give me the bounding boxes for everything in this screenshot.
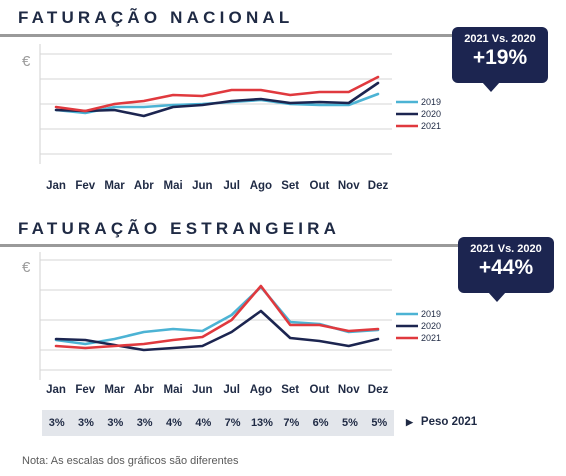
legend-label-2019: 2019: [421, 97, 441, 107]
x-tick-label: Jul: [223, 180, 240, 192]
series-line-2019: [54, 285, 380, 346]
legend-label-2020: 2020: [421, 109, 441, 119]
x-tick-label: Dez: [368, 180, 389, 192]
x-tick-label: Mar: [104, 384, 125, 396]
legend-label-2021: 2021: [421, 333, 441, 343]
legend-label-2019: 2019: [421, 309, 441, 319]
weight-cell: 3%: [78, 417, 94, 429]
x-tick-label: Set: [281, 180, 299, 192]
x-tick-label: Mai: [164, 384, 183, 396]
weights-label: ▶ Peso 2021: [406, 416, 477, 428]
x-tick-label: Abr: [134, 384, 154, 396]
x-tick-label: Nov: [338, 180, 360, 192]
weight-cell: 3%: [48, 417, 65, 429]
footnote: Nota: As escalas dos gráficos são difere…: [22, 455, 239, 467]
series-line-2021: [54, 284, 380, 350]
callout-caption: 2021 Vs. 2020: [464, 33, 536, 45]
weight-cell: 7%: [283, 417, 300, 429]
weight-cell: 13%: [250, 417, 273, 429]
weights-label-text: Peso 2021: [420, 416, 478, 428]
x-tick-label: Out: [310, 384, 330, 396]
x-tick-label: Jun: [192, 384, 212, 396]
weight-cell: 4%: [166, 417, 182, 429]
x-tick-label: Jan: [46, 384, 66, 396]
chart-nacional: € Jan Fev Mar Abr Mai Jun Jul Ago Set Out Nov Dez 201…: [22, 44, 441, 192]
x-tick-label: Ago: [250, 384, 272, 396]
chart-2-title-rule: [0, 244, 500, 247]
weight-cell: 7%: [224, 417, 241, 429]
series-line-2020: [54, 81, 380, 118]
x-tick-label: Fev: [75, 180, 95, 192]
chart-1-title-rule: [0, 34, 500, 37]
chart-1-callout: 2021 Vs. 2020 +19%: [452, 27, 548, 92]
x-tick-label: Fev: [75, 384, 95, 396]
legend-label-2021: 2021: [421, 121, 441, 131]
callout-value: +44%: [478, 256, 534, 279]
legend-label-2020: 2020: [421, 321, 441, 331]
weight-cell: 3%: [107, 417, 124, 429]
x-tick-label: Jul: [223, 384, 240, 396]
series-line-2020: [54, 309, 380, 352]
x-tick-label: Dez: [368, 384, 389, 396]
chart-2-callout: 2021 Vs. 2020 +44%: [458, 237, 554, 302]
x-tick-label: Ago: [250, 180, 272, 192]
x-tick-label: Out: [310, 180, 330, 192]
currency-symbol: €: [22, 53, 31, 70]
weight-cell: 5%: [371, 417, 388, 429]
series-line-2021: [54, 75, 380, 113]
callout-caption: 2021 Vs. 2020: [470, 243, 542, 255]
x-tick-label: Abr: [134, 180, 154, 192]
x-tick-label: Set: [281, 384, 299, 396]
x-tick-label: Nov: [338, 384, 360, 396]
currency-symbol: €: [22, 259, 31, 276]
weights-bar: 3% 3% 3% 3% 4% 4% 7% 13% 7% 6% 5% 5%: [42, 410, 394, 436]
chart-estrangeira: € Jan Fev Mar Abr Mai Jun Jul Ago Set Out Nov Dez 201…: [22, 252, 441, 396]
x-tick-label: Mar: [104, 180, 125, 192]
chart-1-title: FATURAÇÃO NACIONAL: [18, 8, 294, 27]
weight-cell: 4%: [195, 417, 212, 429]
weight-cell: 5%: [341, 417, 358, 429]
x-tick-label: Jan: [46, 180, 66, 192]
chart-2-title: FATURAÇÃO ESTRANGEIRA: [18, 219, 341, 238]
callout-value: +19%: [472, 46, 528, 69]
x-tick-label: Jun: [192, 180, 212, 192]
weight-cell: 6%: [312, 417, 329, 429]
x-tick-label: Mai: [164, 180, 183, 192]
triangle-right-icon: ▶: [406, 417, 413, 427]
weight-cell: 3%: [136, 417, 153, 429]
